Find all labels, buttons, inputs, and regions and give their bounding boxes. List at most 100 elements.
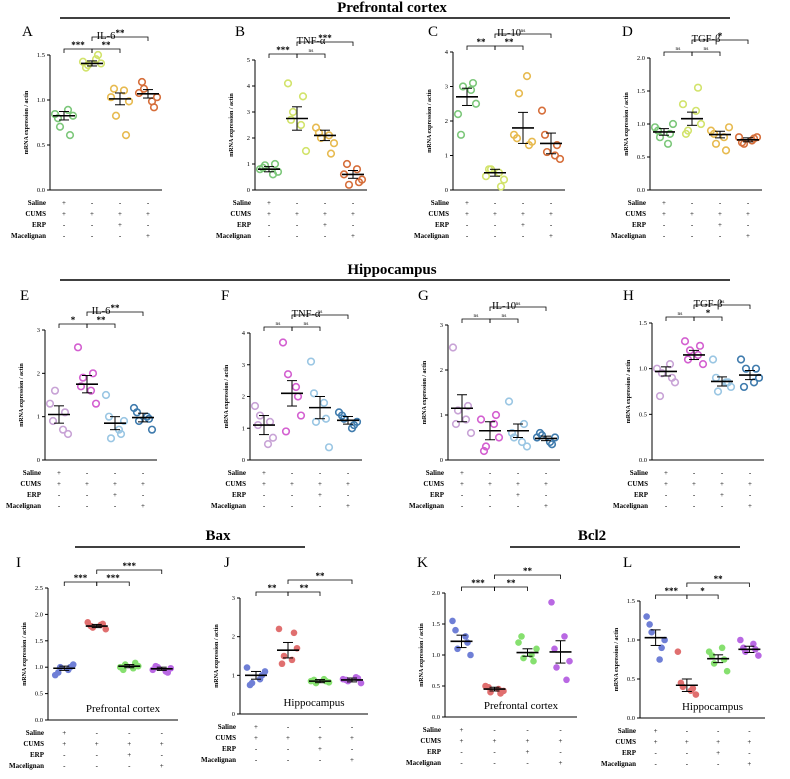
panel-subtitle: Prefrontal cortex xyxy=(484,700,559,712)
panel-letter: L xyxy=(623,555,632,571)
treatment-row-label: Saline xyxy=(426,469,444,477)
treatment-sign: - xyxy=(494,221,497,229)
data-point xyxy=(265,417,275,427)
significance-label: *** xyxy=(471,578,485,588)
data-point xyxy=(121,131,131,140)
treatment-row-label: CUMS xyxy=(627,480,648,488)
treatment-row-label: Saline xyxy=(26,729,44,737)
data-point xyxy=(458,82,468,91)
data-point xyxy=(692,691,700,698)
treatment-row-label: Macelignan xyxy=(601,760,636,768)
y-tick-label: 0 xyxy=(440,457,443,464)
significance-bracket xyxy=(91,48,121,53)
data-point xyxy=(268,433,278,442)
data-point xyxy=(653,126,663,135)
panel-D: D TGF-β 0.0 0.5 1.0 1.5 2.0 mRNA expression / a… xyxy=(611,24,762,240)
significance-label: ns xyxy=(676,46,681,52)
significance-bracket xyxy=(296,41,354,46)
significance-label: * xyxy=(700,586,705,596)
data-point xyxy=(749,134,759,143)
data-point xyxy=(739,382,749,392)
data-point xyxy=(55,122,65,131)
treatment-sign: + xyxy=(465,210,469,218)
y-tick-label: 1.0 xyxy=(627,637,635,644)
y-tick-label: 3 xyxy=(445,84,448,91)
treatment-sign: - xyxy=(268,232,271,240)
data-point xyxy=(561,633,568,640)
data-point xyxy=(533,645,540,653)
treatment-sign: - xyxy=(268,221,271,229)
y-tick-label: 0 xyxy=(247,187,250,194)
data-point xyxy=(352,165,362,174)
treatment-row-label: CUMS xyxy=(23,740,44,748)
treatment-sign: + xyxy=(346,480,350,488)
treatment-sign: - xyxy=(351,745,354,753)
treatment-sign: + xyxy=(62,199,66,207)
treatment-sign: - xyxy=(517,469,520,477)
data-point xyxy=(65,131,75,140)
treatment-row-label: CUMS xyxy=(615,738,636,746)
treatment-sign: - xyxy=(142,469,145,477)
y-tick-label: 3 xyxy=(440,322,443,329)
significance-label: ns xyxy=(502,313,507,319)
data-point xyxy=(648,628,655,636)
panel-subtitle: Hippocampus xyxy=(283,697,344,709)
treatment-sign: - xyxy=(719,232,722,240)
treatment-row-label: Macelignan xyxy=(613,502,648,510)
treatment-sign: + xyxy=(654,738,658,746)
significance-label: ** xyxy=(477,37,487,47)
data-point xyxy=(283,79,293,88)
y-tick-label: 0.5 xyxy=(639,411,647,418)
treatment-row-label: Macelignan xyxy=(201,756,236,764)
data-point xyxy=(461,415,471,424)
significance-bracket xyxy=(494,574,561,579)
y-tick-label: 1 xyxy=(445,153,448,160)
panel-subtitle: Hippocampus xyxy=(682,701,743,713)
significance-bracket xyxy=(96,581,130,586)
treatment-row-label: CUMS xyxy=(20,480,41,488)
treatment-sign: + xyxy=(262,480,266,488)
data-point xyxy=(522,72,532,81)
significance-label: ns xyxy=(318,309,323,315)
panel-subtitle: Prefrontal cortex xyxy=(86,703,161,715)
data-point xyxy=(311,417,321,427)
treatment-sign: + xyxy=(549,210,553,218)
significance-label: ns xyxy=(304,321,309,327)
data-point xyxy=(656,656,663,663)
treatment-sign: - xyxy=(161,729,164,737)
data-point xyxy=(496,182,506,191)
treatment-row-label: CUMS xyxy=(215,734,236,742)
data-point xyxy=(468,78,478,88)
data-point xyxy=(681,129,691,138)
data-point xyxy=(518,633,525,640)
significance-label: * xyxy=(71,315,76,325)
data-point xyxy=(540,130,550,139)
significance-label: ns xyxy=(276,321,281,327)
treatment-sign: - xyxy=(263,491,266,499)
panel-B: B TNF-α 0 1 2 3 4 5 mRNA expression / actin *** ns… xyxy=(216,24,367,240)
y-tick-label: 4 xyxy=(445,49,449,56)
treatment-sign: - xyxy=(466,232,469,240)
treatment-sign: + xyxy=(746,210,750,218)
treatment-sign: - xyxy=(91,232,94,240)
data-point xyxy=(555,154,565,164)
treatment-row-label: ERP xyxy=(30,751,45,759)
data-point xyxy=(329,139,339,148)
treatment-sign: - xyxy=(686,727,689,735)
treatment-row-label: CUMS xyxy=(25,210,46,218)
data-point xyxy=(698,360,708,369)
treatment-sign: + xyxy=(488,480,492,488)
treatment-sign: + xyxy=(346,502,350,510)
data-point xyxy=(106,434,116,443)
data-point xyxy=(711,139,721,148)
data-point xyxy=(149,103,159,112)
treatment-sign: + xyxy=(747,760,751,768)
treatment-sign: - xyxy=(86,502,89,510)
treatment-sign: - xyxy=(747,221,750,229)
treatment-sign: - xyxy=(719,199,722,207)
y-tick-label: 1.5 xyxy=(627,598,635,605)
y-tick-label: 1 xyxy=(37,414,40,421)
treatment-sign: - xyxy=(663,221,666,229)
treatment-sign: - xyxy=(494,199,497,207)
treatment-sign: + xyxy=(262,469,266,477)
